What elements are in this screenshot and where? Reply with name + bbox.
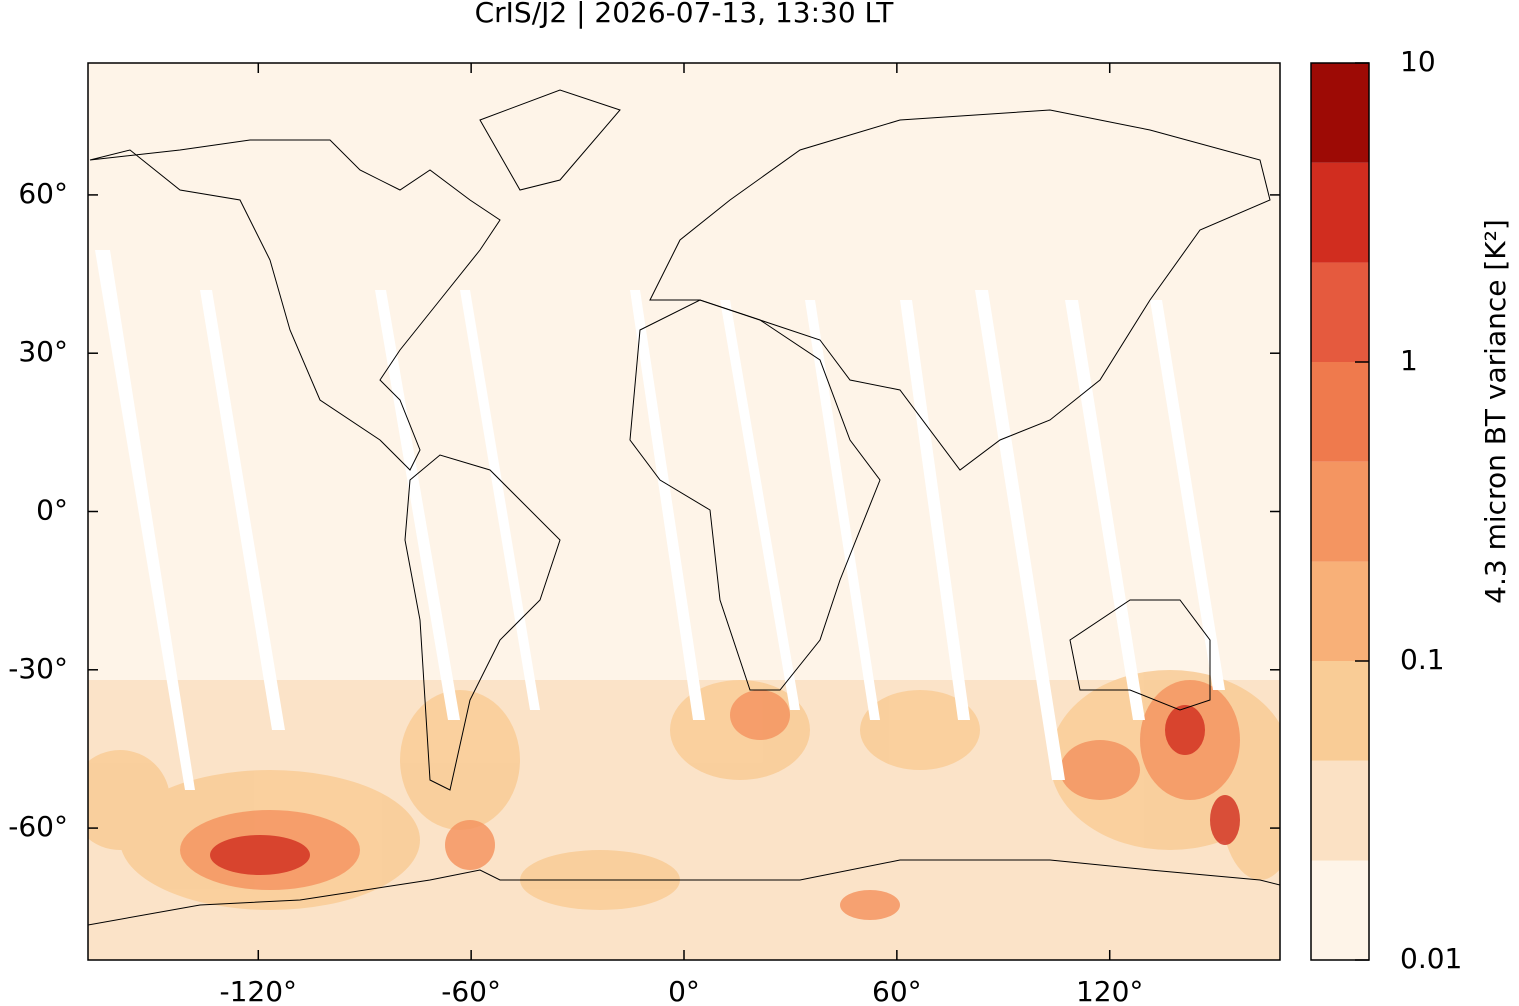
x-tick-label: 60° [872, 975, 922, 1002]
colorbar-band [1311, 162, 1369, 263]
colorbar-tick-label: 1 [1400, 344, 1418, 377]
y-tick-label: -60° [8, 810, 68, 843]
y-tick-label: -30° [8, 652, 68, 685]
colorbar-band [1311, 461, 1369, 562]
colorbar-band [1311, 860, 1369, 960]
y-tick-label: 0° [36, 494, 68, 527]
x-tick-label: 0° [668, 975, 700, 1002]
x-tick-label: -120° [220, 975, 298, 1002]
colorbar-band [1311, 63, 1369, 163]
colorbar-tick-label: 0.01 [1400, 942, 1462, 975]
colorbar-tick-label: 10 [1400, 45, 1436, 78]
x-tick-label: -60° [441, 975, 501, 1002]
colorbar-tick-label: 0.1 [1400, 643, 1445, 676]
x-tick-label: 120° [1076, 975, 1143, 1002]
chart-title: CrIS/J2 | 2026-07-13, 13:30 LT [475, 0, 895, 29]
colorbar-frame [1310, 62, 1370, 961]
colorbar-band [1311, 561, 1369, 661]
colorbar-band [1311, 661, 1369, 761]
y-tick-label: 30° [18, 335, 68, 368]
colorbar-band [1311, 362, 1369, 462]
colorbar-band [1311, 760, 1369, 861]
map-field [88, 63, 1280, 960]
colorbar-label: 4.3 micron BT variance [K²] [1479, 219, 1512, 604]
y-tick-label: 60° [18, 177, 68, 210]
colorbar-band [1311, 262, 1369, 362]
